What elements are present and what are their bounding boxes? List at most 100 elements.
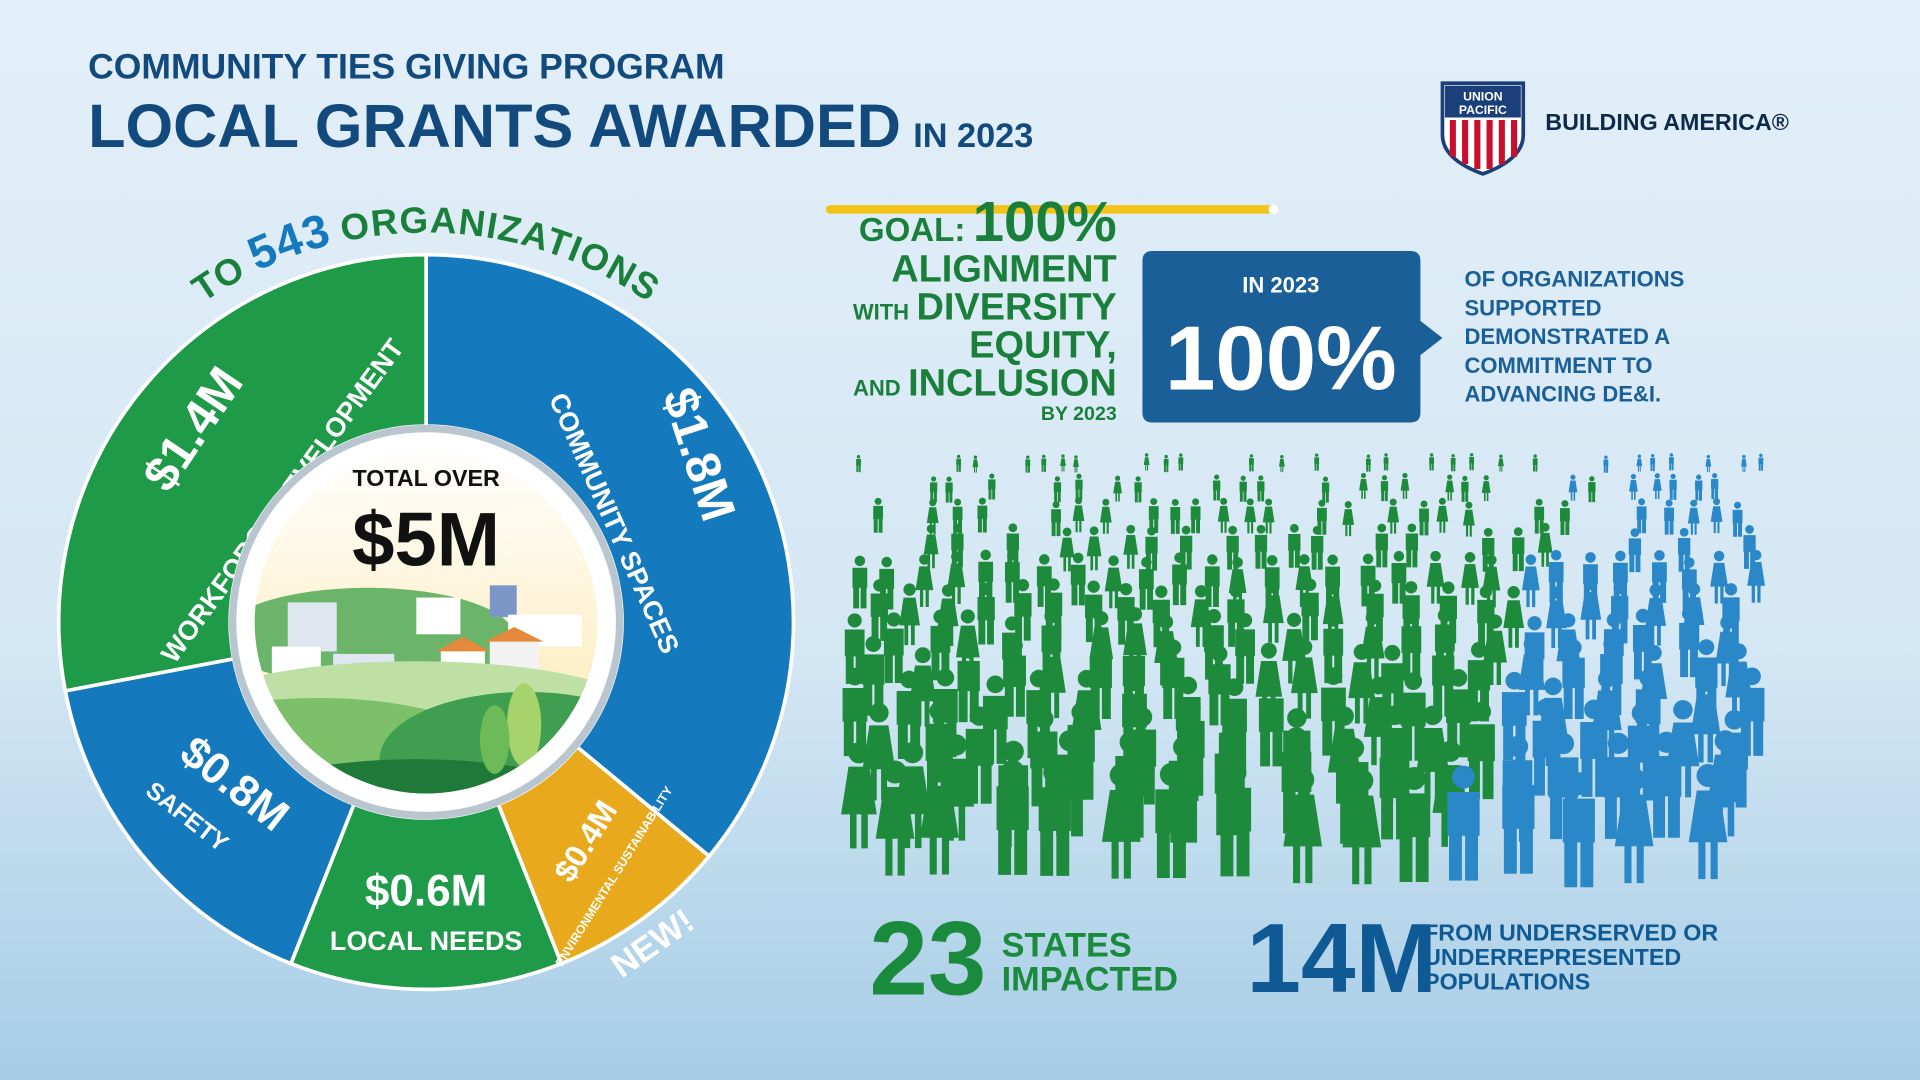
person-head: [929, 499, 937, 507]
person: [1664, 499, 1675, 535]
person-body: [977, 597, 995, 645]
person-head: [1442, 581, 1455, 594]
person-body: [841, 766, 877, 849]
person-head: [1246, 498, 1254, 506]
person-body: [1138, 569, 1154, 610]
person: [1178, 453, 1184, 471]
person: [1636, 498, 1647, 534]
person-body: [1711, 479, 1719, 500]
person-head: [1655, 731, 1678, 753]
person: [1244, 498, 1257, 534]
person-head: [1061, 454, 1065, 458]
person-body: [1512, 537, 1525, 572]
callout-line: SUPPORTED: [1464, 295, 1601, 320]
person-body: [1155, 789, 1188, 878]
person-body: [1213, 480, 1221, 501]
person-head: [1384, 705, 1405, 726]
person: [929, 476, 938, 503]
person-head: [1540, 522, 1550, 532]
person: [841, 742, 877, 849]
person: [1258, 678, 1284, 767]
person-head: [1135, 476, 1141, 482]
person-body: [1463, 509, 1475, 537]
person-body: [1629, 479, 1638, 500]
stat-value: 23: [869, 900, 986, 1017]
person-head: [1062, 527, 1072, 537]
person-head: [1584, 577, 1597, 591]
person-body: [1342, 795, 1382, 885]
person-head: [1404, 672, 1423, 691]
goal-line: BY 2023: [1041, 403, 1117, 425]
person-head: [1074, 455, 1078, 459]
person-head: [1687, 583, 1701, 596]
subtitle: COMMUNITY TIES GIVING PROGRAM: [88, 46, 724, 86]
person-body: [1172, 564, 1187, 606]
person-head: [1076, 473, 1082, 479]
person: [1401, 609, 1422, 681]
person-body: [1450, 458, 1456, 472]
person: [1134, 476, 1142, 503]
person-head: [1486, 554, 1497, 566]
person-head: [1696, 764, 1720, 788]
person-body: [1741, 458, 1747, 472]
person-body: [1690, 694, 1721, 763]
person-head: [1393, 550, 1405, 562]
person-head: [1159, 762, 1183, 786]
person-head: [1194, 585, 1208, 598]
person: [862, 636, 885, 716]
person: [945, 476, 953, 503]
person-head: [1673, 700, 1693, 720]
person-body: [1580, 591, 1602, 640]
goal-small: AND: [853, 376, 901, 401]
person-head: [946, 476, 952, 482]
person-head: [1366, 454, 1371, 458]
person: [1239, 475, 1247, 502]
person-body: [1705, 458, 1712, 473]
person-head: [1464, 552, 1476, 563]
person-body: [929, 482, 938, 503]
person-head: [945, 734, 967, 756]
person-body: [1244, 506, 1257, 534]
person-body: [1747, 561, 1766, 603]
person-head: [1437, 608, 1452, 623]
person: [972, 455, 979, 473]
person: [1163, 454, 1169, 473]
person-head: [1402, 472, 1408, 479]
person: [1483, 614, 1507, 686]
person-body: [1391, 563, 1407, 604]
person: [1099, 498, 1112, 534]
person-body: [1732, 509, 1743, 537]
person: [1235, 613, 1255, 684]
person-head: [1483, 527, 1493, 537]
person-head: [1353, 644, 1370, 660]
person-head: [1759, 453, 1763, 458]
person-head: [1238, 613, 1253, 628]
goal-line: ALIGNMENT: [891, 249, 1117, 291]
shield-bottom-text: PACIFIC: [1459, 103, 1507, 117]
person-head: [1054, 476, 1061, 482]
person-head: [1001, 759, 1025, 783]
person-head: [1631, 703, 1652, 723]
goal-headline: GOAL: 100%: [859, 190, 1117, 253]
person-head: [1102, 498, 1110, 506]
person-head: [1745, 525, 1754, 534]
person-body: [1502, 785, 1535, 874]
person: [1669, 473, 1677, 500]
person-body: [1257, 481, 1265, 502]
person-body: [1301, 592, 1319, 641]
person-head: [1422, 705, 1443, 726]
person: [1521, 554, 1540, 608]
person-head: [1127, 607, 1143, 622]
callout-line: OF ORGANIZATIONS: [1464, 267, 1684, 292]
person-head: [1108, 555, 1119, 566]
person: [899, 583, 920, 646]
person-body: [1099, 506, 1112, 534]
person-body: [1562, 657, 1585, 719]
person-body: [977, 505, 988, 533]
person-body: [875, 786, 915, 876]
person: [1419, 500, 1429, 536]
person: [1155, 762, 1188, 878]
person-head: [1438, 497, 1446, 505]
person: [1446, 669, 1471, 758]
